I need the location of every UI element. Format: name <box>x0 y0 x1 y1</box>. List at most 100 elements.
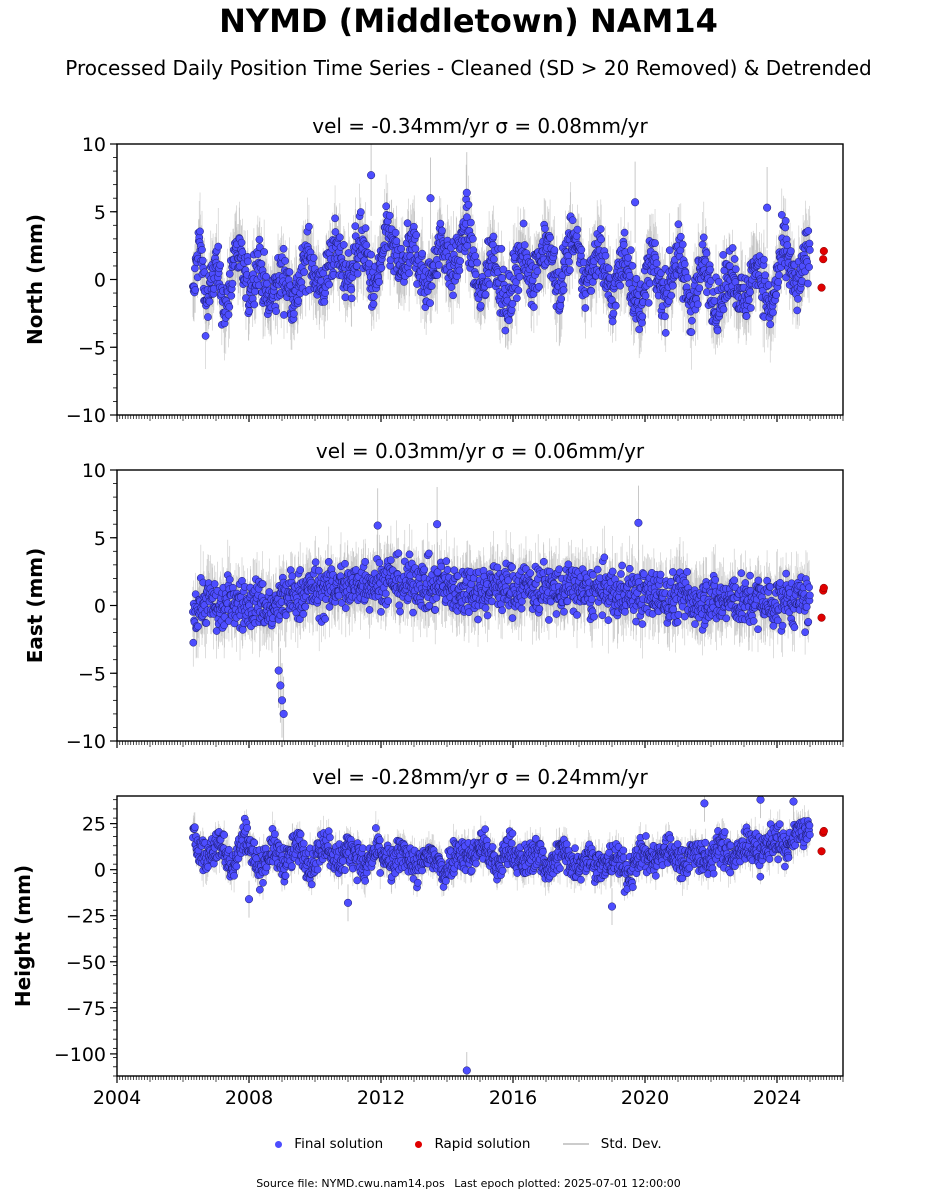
final-point <box>272 307 280 316</box>
final-point <box>775 271 783 280</box>
final-point <box>728 244 737 252</box>
final-point <box>481 290 490 299</box>
final-point <box>489 232 498 241</box>
final-point <box>806 246 814 254</box>
final-point <box>699 233 708 242</box>
chart-title: NYMD (Middletown) NAM14 <box>219 2 718 40</box>
final-point <box>641 291 650 300</box>
final-point <box>695 284 704 293</box>
final-point <box>805 263 813 271</box>
final-point <box>731 265 740 273</box>
final-point <box>341 293 350 302</box>
final-point <box>476 301 485 310</box>
final-outlier-point <box>631 198 640 207</box>
final-point <box>449 291 457 300</box>
final-point <box>257 260 266 268</box>
y-axis: −10 −5 0 5 10 <box>66 134 117 427</box>
final-point <box>678 240 687 249</box>
final-point <box>597 235 606 244</box>
final-point <box>777 211 786 219</box>
final-point <box>412 231 421 239</box>
final-point <box>279 244 288 253</box>
y-tick-label: 5 <box>94 202 106 224</box>
final-point <box>550 246 559 254</box>
final-point <box>698 240 707 249</box>
final-point <box>761 271 769 280</box>
y-axis-label: North (mm) <box>23 214 47 345</box>
final-point <box>196 227 204 236</box>
final-point <box>255 235 264 244</box>
final-point <box>463 213 471 222</box>
final-point <box>515 272 524 281</box>
final-point <box>497 245 506 253</box>
final-point <box>713 326 722 335</box>
final-point <box>331 228 340 236</box>
final-point <box>305 222 313 231</box>
final-point <box>702 249 711 258</box>
final-point <box>730 255 739 263</box>
final-point <box>227 291 236 300</box>
final-point <box>805 239 814 248</box>
panel-title: vel = -0.34mm/yr σ = 0.08mm/yr <box>312 114 648 138</box>
final-point <box>418 249 427 258</box>
final-point <box>498 274 507 282</box>
final-point <box>426 299 434 307</box>
final-point <box>557 295 566 303</box>
final-point <box>469 235 477 243</box>
final-point <box>611 301 620 310</box>
final-point <box>533 267 542 276</box>
final-point <box>616 281 625 290</box>
final-point <box>285 268 294 276</box>
final-point <box>335 233 344 242</box>
rapid-point <box>817 283 826 292</box>
final-point <box>508 299 517 308</box>
final-point <box>250 300 259 309</box>
final-point <box>781 223 790 232</box>
final-solution-points <box>189 171 814 340</box>
final-point <box>456 257 465 265</box>
final-point <box>604 264 613 273</box>
final-point <box>204 313 212 321</box>
final-point <box>632 274 641 283</box>
final-point <box>392 237 401 245</box>
final-point <box>652 259 661 268</box>
final-point <box>781 217 790 225</box>
final-point <box>309 254 318 262</box>
final-point <box>255 243 264 252</box>
rapid-point <box>819 255 828 264</box>
final-point <box>624 253 632 262</box>
final-point <box>224 310 233 319</box>
final-point <box>290 309 298 318</box>
rapid-solution-points <box>817 246 828 292</box>
final-point <box>347 285 356 294</box>
final-point <box>411 244 420 253</box>
final-point <box>201 332 210 340</box>
final-point <box>530 303 538 311</box>
final-point <box>651 239 659 247</box>
final-point <box>244 257 252 266</box>
final-point <box>676 232 685 241</box>
final-point <box>520 241 529 249</box>
final-point <box>667 291 676 300</box>
final-point <box>601 251 610 260</box>
final-point <box>565 257 573 266</box>
final-point <box>760 255 768 264</box>
final-point <box>638 312 647 321</box>
final-point <box>225 303 234 311</box>
final-point <box>769 308 777 317</box>
final-point <box>546 233 554 242</box>
final-point <box>608 317 617 326</box>
final-point <box>331 214 339 223</box>
final-point <box>403 219 412 228</box>
final-point <box>294 296 303 305</box>
final-point <box>719 305 728 314</box>
final-point <box>367 250 375 259</box>
final-point <box>742 312 751 320</box>
final-point <box>191 286 200 294</box>
final-point <box>434 261 443 269</box>
final-point <box>596 225 605 233</box>
final-outlier-point <box>426 194 435 203</box>
final-point <box>556 301 565 310</box>
